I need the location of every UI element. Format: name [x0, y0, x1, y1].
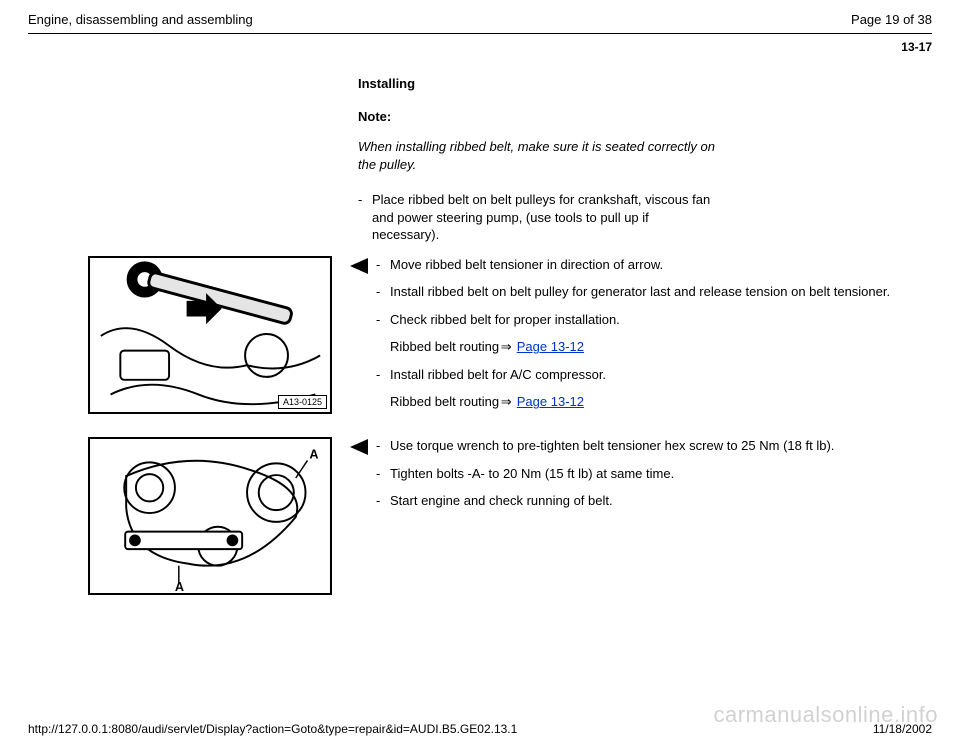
step-text: Move ribbed belt tensioner in direction … — [390, 256, 663, 274]
svg-text:A: A — [309, 448, 318, 462]
triangle-left-icon — [350, 439, 368, 455]
figure-1-tag: A13-0125 — [278, 395, 327, 409]
ref-label: Ribbed belt routing — [390, 393, 499, 411]
list-item: -Start engine and check running of belt. — [376, 492, 892, 510]
pointer-arrow-1 — [332, 256, 376, 274]
step-list-2: -Use torque wrench to pre-tighten belt t… — [376, 437, 932, 520]
step-text: Tighten bolts -A- to 20 Nm (15 ft lb) at… — [390, 465, 674, 483]
list-item: - Place ribbed belt on belt pulleys for … — [358, 191, 718, 244]
svg-text:A: A — [175, 580, 184, 593]
list-item: -Install ribbed belt on belt pulley for … — [376, 283, 892, 301]
footer-date: 11/18/2002 — [873, 722, 932, 736]
section-number: 13-17 — [28, 40, 932, 54]
step-list-1: -Move ribbed belt tensioner in direction… — [376, 256, 932, 421]
ref-label: Ribbed belt routing — [390, 338, 499, 356]
dash-icon: - — [376, 437, 390, 455]
note-label: Note: — [358, 109, 718, 124]
figure-1-svg — [90, 258, 330, 412]
header-page: Page 19 of 38 — [851, 12, 932, 27]
ref-arrow-icon: ⇒ — [499, 393, 513, 411]
step-block-1: A13-0125 -Move ribbed belt tensioner in … — [28, 256, 932, 421]
page-link[interactable]: Page 13-12 — [517, 393, 584, 411]
step-text: Check ribbed belt for proper installatio… — [390, 311, 620, 329]
ref-arrow-icon: ⇒ — [499, 338, 513, 356]
triangle-left-icon — [350, 258, 368, 274]
footer-url: http://127.0.0.1:8080/audi/servlet/Displ… — [28, 722, 517, 736]
step-text: Install ribbed belt for A/C compressor. — [390, 366, 606, 384]
dash-icon: - — [376, 283, 390, 301]
intro-list: - Place ribbed belt on belt pulleys for … — [358, 191, 718, 244]
list-item: -Check ribbed belt for proper installati… — [376, 311, 892, 329]
dash-icon: - — [376, 256, 390, 274]
figure-2: A A — [88, 437, 332, 595]
intro-block: Installing Note: When installing ribbed … — [358, 76, 718, 244]
page-header: Engine, disassembling and assembling Pag… — [28, 12, 932, 27]
list-item: -Use torque wrench to pre-tighten belt t… — [376, 437, 892, 455]
dash-icon: - — [376, 311, 390, 329]
dash-icon: - — [358, 191, 372, 244]
intro-heading: Installing — [358, 76, 718, 91]
figure-1: A13-0125 — [88, 256, 332, 414]
list-item-ref: Ribbed belt routing ⇒ Page 13-12 — [390, 338, 892, 356]
intro-item-text: Place ribbed belt on belt pulleys for cr… — [372, 191, 718, 244]
dash-icon: - — [376, 492, 390, 510]
figure-2-svg: A A — [90, 439, 330, 593]
step-text: Start engine and check running of belt. — [390, 492, 613, 510]
list-item: -Move ribbed belt tensioner in direction… — [376, 256, 892, 274]
step-block-2: A A -Use torque wrench to pre-tighten be… — [28, 437, 932, 595]
page-link[interactable]: Page 13-12 — [517, 338, 584, 356]
list-item: -Install ribbed belt for A/C compressor. — [376, 366, 892, 384]
note-text: When installing ribbed belt, make sure i… — [358, 138, 718, 173]
header-title: Engine, disassembling and assembling — [28, 12, 253, 27]
list-item-ref: Ribbed belt routing ⇒ Page 13-12 — [390, 393, 892, 411]
header-rule — [28, 33, 932, 34]
dash-icon: - — [376, 366, 390, 384]
dash-icon: - — [376, 465, 390, 483]
step-text: Install ribbed belt on belt pulley for g… — [390, 283, 890, 301]
step-text: Use torque wrench to pre-tighten belt te… — [390, 437, 834, 455]
pointer-arrow-2 — [332, 437, 376, 455]
list-item: -Tighten bolts -A- to 20 Nm (15 ft lb) a… — [376, 465, 892, 483]
page-footer: http://127.0.0.1:8080/audi/servlet/Displ… — [28, 722, 932, 736]
